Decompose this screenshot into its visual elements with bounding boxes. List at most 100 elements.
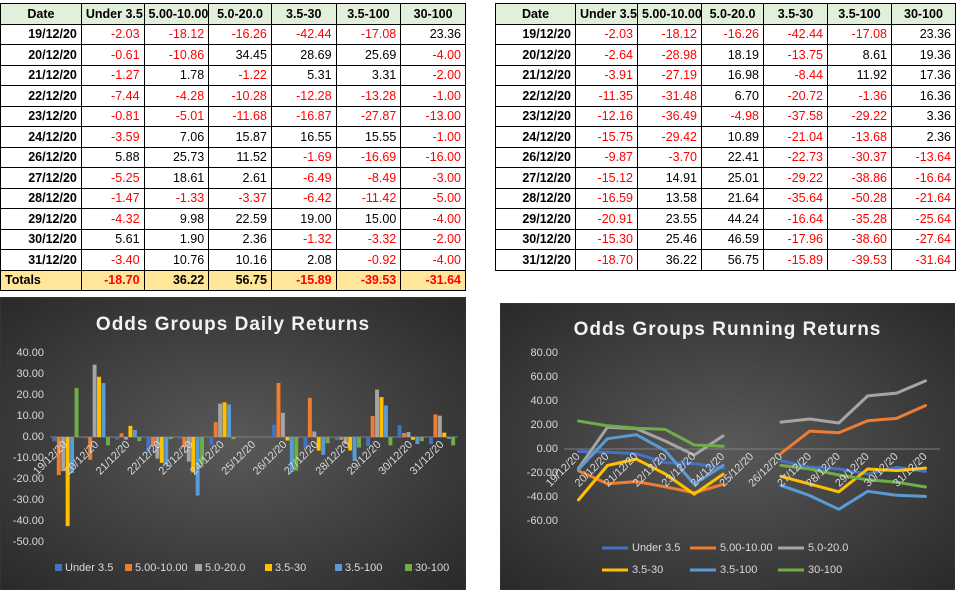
bar <box>124 437 128 440</box>
cell: 19.00 <box>270 208 337 230</box>
cell: 21.64 <box>701 187 764 209</box>
cell: -42.44 <box>270 23 337 45</box>
cell: 56.75 <box>208 269 272 291</box>
legend-label: Under 3.5 <box>65 562 113 574</box>
cell: -16.69 <box>335 146 402 168</box>
cell: -16.26 <box>208 23 272 45</box>
bar <box>316 437 321 451</box>
cell: -1.33 <box>143 187 210 209</box>
bar <box>92 364 97 437</box>
cell: -11.42 <box>335 187 402 209</box>
y-tick-label: -40.00 <box>13 515 44 527</box>
row: 29/12/20 -4.32 9.98 22.59 19.00 15.00 -4.00 <box>0 208 466 230</box>
row-label: 29/12/20 <box>0 208 82 230</box>
cell: 1.90 <box>143 228 210 250</box>
row-label: 28/12/20 <box>0 187 82 209</box>
cell: -38.60 <box>827 228 892 250</box>
bar <box>307 397 312 437</box>
cell: -21.64 <box>891 187 956 209</box>
bar <box>446 437 451 439</box>
cell: 28.69 <box>270 44 337 66</box>
cell: 16.98 <box>701 64 764 86</box>
legend-label: 3.5-30 <box>275 562 306 574</box>
cell: 18.61 <box>143 167 210 189</box>
cell: 5.00-10.00 <box>637 3 702 25</box>
cell: -17.08 <box>827 23 892 45</box>
cell: 23.36 <box>891 23 956 45</box>
row-label: Date <box>0 3 82 25</box>
bar <box>325 437 330 444</box>
bar <box>303 437 308 449</box>
bar <box>383 405 388 437</box>
cell: 3.5-30 <box>763 3 828 25</box>
cell: -0.81 <box>80 105 145 127</box>
cell: 18.19 <box>701 44 764 66</box>
bar <box>164 437 169 465</box>
cell: -29.22 <box>827 105 892 127</box>
bar <box>334 437 339 441</box>
cell: -11.68 <box>208 105 272 127</box>
cell: -1.69 <box>270 146 337 168</box>
bar <box>419 437 424 442</box>
cell: -12.28 <box>270 85 337 107</box>
row: 22/12/20 -7.44 -4.28 -10.28 -12.28 -13.28 -1.0… <box>0 85 466 107</box>
cell: 10.16 <box>208 249 272 271</box>
bar <box>218 403 223 437</box>
bar <box>61 437 66 472</box>
row: 27/12/20 -5.25 18.61 2.61 -6.49 -8.49 -3.00 <box>0 167 466 189</box>
cell: -11.35 <box>575 85 638 107</box>
bar <box>168 437 173 440</box>
cell: 5.0-20.0 <box>208 3 272 25</box>
cell: -16.00 <box>400 146 466 168</box>
cell: -4.98 <box>701 105 764 127</box>
cell: 3.36 <box>891 105 956 127</box>
row-label: 30/12/20 <box>0 228 82 250</box>
y-tick-label: -40.00 <box>527 491 558 503</box>
cell: -13.28 <box>335 85 402 107</box>
bar <box>137 437 142 442</box>
cell: -5.01 <box>143 105 210 127</box>
cell: -39.53 <box>827 249 892 271</box>
row: 30/12/20 -15.30 25.46 46.59 -17.96 -38.60 -27.… <box>495 228 956 250</box>
totals-row: Totals -18.70 36.22 56.75 -15.89 -39.53 -31.64 <box>0 269 466 291</box>
running-table: Date Under 3.5 5.00-10.00 5.0-20.0 3.5-30 3.5… <box>495 3 956 271</box>
cell: -31.64 <box>400 269 466 291</box>
cell: 15.00 <box>335 208 402 230</box>
legend-label: Under 3.5 <box>632 542 680 554</box>
cell: -3.40 <box>80 249 145 271</box>
cell: 36.22 <box>637 249 702 271</box>
cell: -5.00 <box>400 187 466 209</box>
row: 31/12/20 -18.70 36.22 56.75 -15.89 -39.53 -31.… <box>495 249 956 271</box>
cell: 10.76 <box>143 249 210 271</box>
cell: 9.98 <box>143 208 210 230</box>
row: 19/12/20 -2.03 -18.12 -16.26 -42.44 -17.08 23.… <box>0 23 466 45</box>
cell: 3.31 <box>335 64 402 86</box>
cell: -20.72 <box>763 85 828 107</box>
legend-label: 30-100 <box>808 564 842 576</box>
bar <box>222 402 227 437</box>
row-label: 20/12/20 <box>0 44 82 66</box>
cell: -27.19 <box>637 64 702 86</box>
cell: -4.00 <box>400 44 466 66</box>
line <box>577 379 927 470</box>
bar <box>428 437 433 445</box>
cell: -16.64 <box>891 167 956 189</box>
cell: -13.64 <box>891 146 956 168</box>
cell: -1.22 <box>208 64 272 86</box>
y-tick-label: 0.00 <box>537 443 558 455</box>
cell: 11.52 <box>208 146 272 168</box>
cell: -17.08 <box>335 23 402 45</box>
cell: -10.86 <box>143 44 210 66</box>
cell: 14.91 <box>637 167 702 189</box>
bar <box>285 437 290 441</box>
cell: -21.04 <box>763 126 828 148</box>
row-label: 20/12/20 <box>495 44 576 66</box>
cell: 13.58 <box>637 187 702 209</box>
cell: 16.36 <box>891 85 956 107</box>
line <box>577 419 927 489</box>
bar <box>146 437 151 453</box>
cell: -12.16 <box>575 105 638 127</box>
legend-label: 5.00-10.00 <box>720 542 773 554</box>
bar <box>132 430 137 437</box>
header-row: Date Under 3.5 5.00-10.00 5.0-20.0 3.5-30 3.5… <box>495 3 956 25</box>
